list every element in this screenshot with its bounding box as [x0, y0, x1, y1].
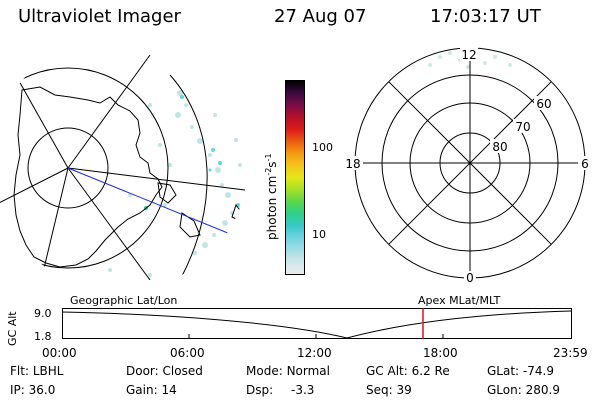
info-glon: GLon: 280.9: [487, 383, 560, 397]
strip-x-tick-3: 18:00: [423, 346, 458, 360]
colorbar-tick-100: 100: [312, 141, 333, 154]
header-time: 17:03:17 UT: [430, 6, 541, 27]
polar-label-midnight: 0: [466, 271, 474, 285]
polar-label-lat-80: 80: [492, 140, 507, 154]
strip-y-label: GC Alt: [6, 311, 19, 346]
strip-y-bottom: 1.8: [34, 330, 52, 343]
info-mode: Mode: Normal: [246, 364, 330, 378]
altitude-curve: [62, 310, 572, 339]
strip-y-top: 9.0: [34, 307, 52, 320]
info-door: Door: Closed: [126, 364, 203, 378]
polar-label-noon: 12: [461, 48, 476, 62]
color-scale-bar: [285, 80, 305, 275]
header-date: 27 Aug 07: [274, 6, 367, 27]
info-flt: Flt: LBHL: [10, 364, 64, 378]
aurora-emission: [108, 90, 242, 277]
info-glat: GLat: -74.9: [487, 364, 554, 378]
info-gc-alt: GC Alt: 6.2 Re: [366, 364, 450, 378]
polar-mlat-mlt-panel: 12 18 6 0 60 70 80: [343, 47, 592, 285]
altitude-strip-chart: [62, 308, 572, 339]
info-dsp: Dsp: -3.3: [246, 383, 315, 397]
polar-label-lat-70: 70: [515, 120, 530, 134]
info-seq: Seq: 39: [366, 383, 412, 397]
polar-label-dawn: 6: [581, 157, 589, 171]
polar-label-dusk: 18: [345, 157, 360, 171]
strip-title-apex: Apex MLat/MLT: [418, 294, 501, 307]
strip-title-geographic: Geographic Lat/Lon: [70, 294, 178, 307]
strip-x-tick-1: 06:00: [170, 346, 205, 360]
info-ip: IP: 36.0: [10, 383, 56, 397]
strip-x-tick-4: 23:59: [553, 346, 588, 360]
colorbar-unit-label: photon cm-2s-1: [264, 153, 279, 240]
colorbar-tick-10: 10: [312, 228, 326, 241]
satellite-track-line: [67, 167, 246, 241]
geographic-map-panel: [0, 54, 246, 280]
instrument-title: Ultraviolet Imager: [18, 6, 181, 27]
polar-label-lat-60: 60: [536, 97, 551, 111]
info-gain: Gain: 14: [126, 383, 177, 397]
strip-x-tick-0: 00:00: [42, 346, 77, 360]
strip-x-tick-2: 12:00: [297, 346, 332, 360]
